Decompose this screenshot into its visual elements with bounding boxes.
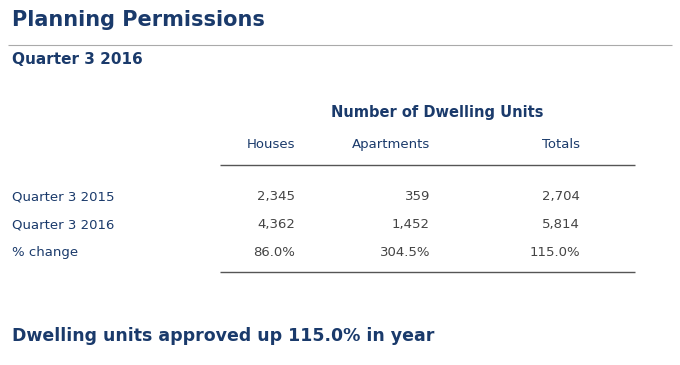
Text: Totals: Totals — [542, 138, 580, 151]
Text: Planning Permissions: Planning Permissions — [12, 10, 265, 30]
Text: 115.0%: 115.0% — [529, 246, 580, 259]
Text: Houses: Houses — [246, 138, 295, 151]
Text: 359: 359 — [405, 190, 430, 203]
Text: % change: % change — [12, 246, 78, 259]
Text: 304.5%: 304.5% — [379, 246, 430, 259]
Text: Apartments: Apartments — [352, 138, 430, 151]
Text: Number of Dwelling Units: Number of Dwelling Units — [331, 105, 544, 120]
Text: Quarter 3 2016: Quarter 3 2016 — [12, 218, 114, 231]
Text: Quarter 3 2015: Quarter 3 2015 — [12, 190, 114, 203]
Text: Dwelling units approved up 115.0% in year: Dwelling units approved up 115.0% in yea… — [12, 327, 435, 345]
Text: 86.0%: 86.0% — [253, 246, 295, 259]
Text: 2,704: 2,704 — [542, 190, 580, 203]
Text: 2,345: 2,345 — [257, 190, 295, 203]
Text: 5,814: 5,814 — [542, 218, 580, 231]
Text: 1,452: 1,452 — [392, 218, 430, 231]
Text: Quarter 3 2016: Quarter 3 2016 — [12, 52, 143, 67]
Text: 4,362: 4,362 — [257, 218, 295, 231]
